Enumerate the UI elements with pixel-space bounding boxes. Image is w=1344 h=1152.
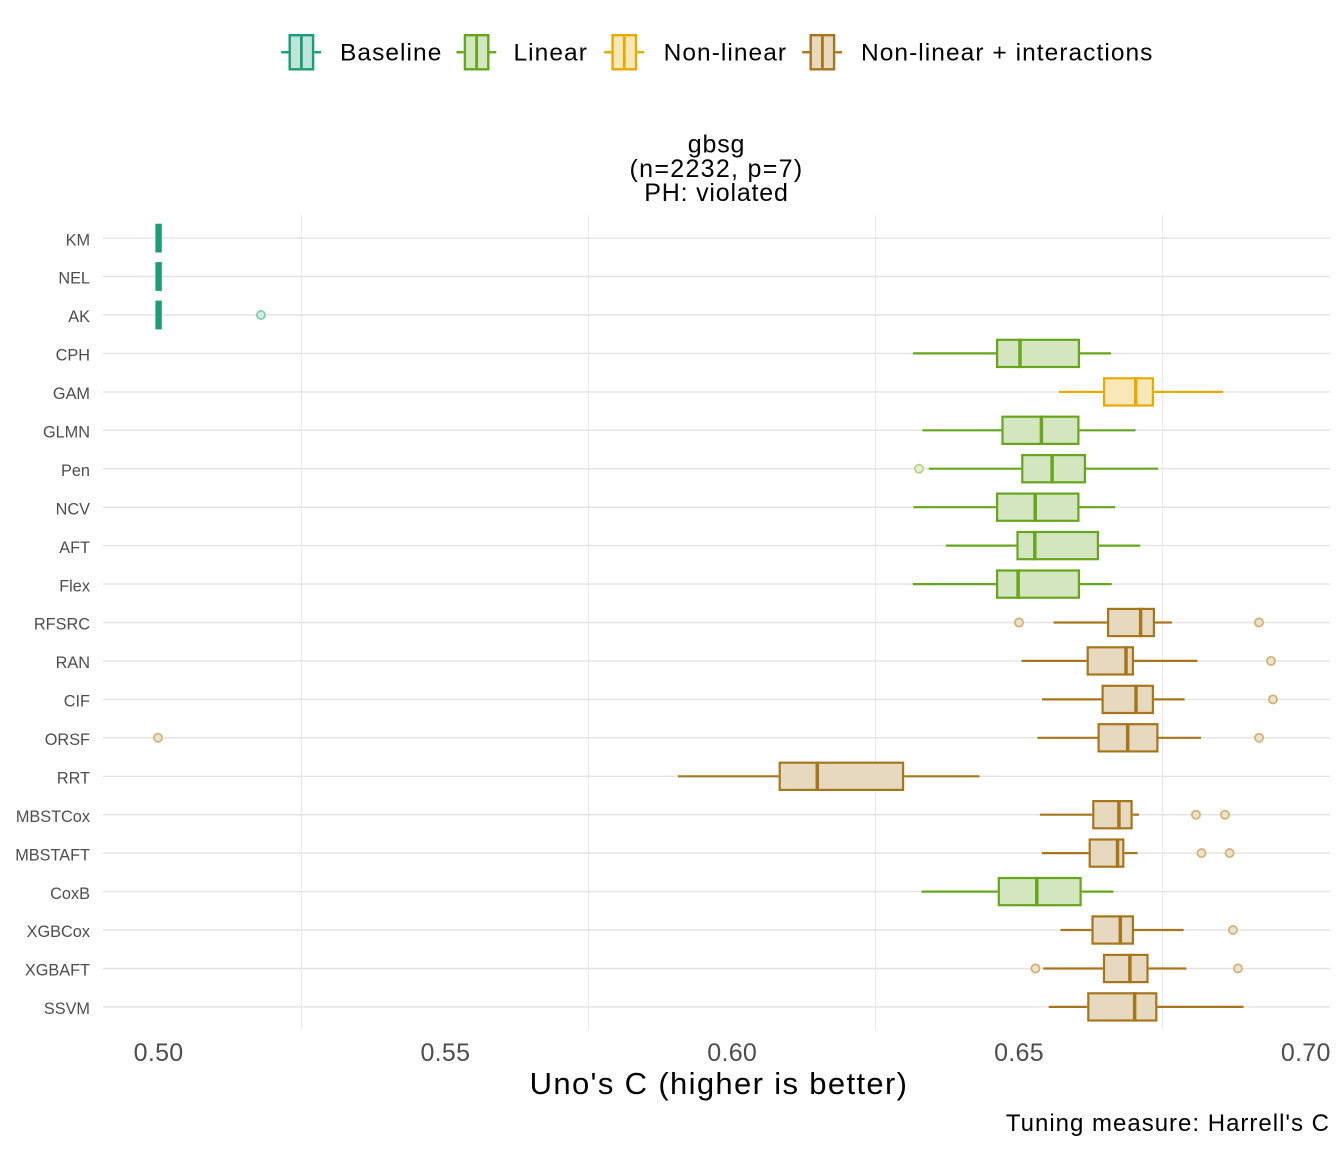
svg-text:(n=2232, p=7): (n=2232, p=7) [630,155,804,183]
svg-text:Flex: Flex [59,577,90,595]
svg-text:MBSTCox: MBSTCox [16,808,90,826]
svg-text:Baseline: Baseline [340,40,442,67]
svg-text:CoxB: CoxB [50,885,90,903]
svg-text:Tuning measure: Harrell's C: Tuning measure: Harrell's C [1006,1110,1330,1137]
svg-text:NCV: NCV [56,500,91,518]
svg-text:0.50: 0.50 [134,1039,184,1067]
svg-text:0.65: 0.65 [994,1039,1044,1067]
svg-text:gbsg: gbsg [688,131,745,159]
svg-text:MBSTAFT: MBSTAFT [15,846,90,864]
svg-text:NEL: NEL [58,270,90,288]
svg-text:CIF: CIF [64,693,90,711]
svg-text:0.70: 0.70 [1281,1039,1331,1067]
svg-text:Uno's C (higher is better): Uno's C (higher is better) [530,1066,909,1101]
svg-text:Non-linear + interactions: Non-linear + interactions [861,40,1153,67]
svg-text:GLMN: GLMN [43,424,90,442]
svg-text:CPH: CPH [56,347,90,365]
svg-text:XGBCox: XGBCox [27,923,90,941]
svg-text:RAN: RAN [56,654,90,672]
svg-text:GAM: GAM [53,385,90,403]
svg-text:0.60: 0.60 [707,1039,757,1067]
svg-text:KM: KM [66,231,90,249]
svg-text:Non-linear: Non-linear [664,40,788,67]
svg-text:RFSRC: RFSRC [34,616,90,634]
svg-text:0.55: 0.55 [420,1039,470,1067]
svg-text:XGBAFT: XGBAFT [25,962,90,980]
svg-text:Pen: Pen [61,462,90,480]
svg-text:ORSF: ORSF [45,731,90,749]
svg-text:RRT: RRT [57,770,90,788]
svg-text:AFT: AFT [59,539,90,557]
svg-text:PH: violated: PH: violated [644,179,788,207]
svg-text:SSVM: SSVM [44,1000,90,1018]
svg-text:AK: AK [68,308,90,326]
svg-text:Linear: Linear [514,40,588,67]
